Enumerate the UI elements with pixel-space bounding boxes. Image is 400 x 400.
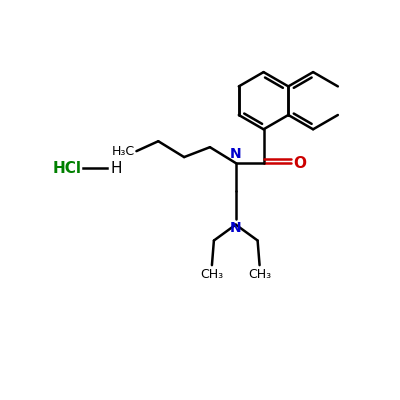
Text: N: N xyxy=(230,221,242,235)
Text: O: O xyxy=(293,156,306,170)
Text: H: H xyxy=(111,161,122,176)
Text: H₃C: H₃C xyxy=(111,145,134,158)
Text: CH₃: CH₃ xyxy=(200,268,224,281)
Text: N: N xyxy=(230,147,242,161)
Text: HCl: HCl xyxy=(53,161,82,176)
Text: CH₃: CH₃ xyxy=(248,268,271,281)
